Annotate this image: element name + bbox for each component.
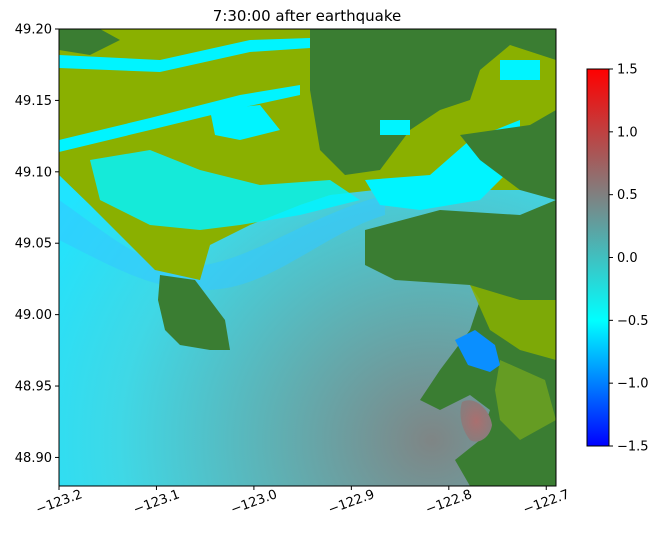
colorbar-tick-label: 1.0 <box>617 125 638 140</box>
colorbar-tick-label: −0.5 <box>617 314 649 329</box>
x-tick-label: −122.8 <box>424 487 474 518</box>
y-tick-label: 49.10 <box>15 165 52 180</box>
southeast-fringe <box>470 285 556 360</box>
y-tick-label: 49.20 <box>15 23 52 38</box>
inundation-map <box>59 29 556 486</box>
y-tick-label: 49.15 <box>15 94 52 109</box>
point-roberts-upland <box>158 275 230 350</box>
north-pool <box>210 105 280 140</box>
x-tick-label: −123.0 <box>229 487 279 518</box>
x-tick-label: −123.1 <box>131 487 181 518</box>
mid-wetland <box>90 150 360 230</box>
upland-east <box>460 110 556 200</box>
x-axis: −123.2 −123.1 −123.0 −122.9 −122.8 −122.7 <box>34 486 572 518</box>
colorbar-tick-label: 0.5 <box>617 188 638 203</box>
colorbar-tick-label: −1.5 <box>617 440 649 455</box>
colorbar-tick-label: 1.5 <box>617 63 638 78</box>
colorbar-gradient <box>586 68 610 447</box>
y-tick-label: 49.05 <box>15 237 52 252</box>
colorbar: −1.5 −1.0 −0.5 0.0 0.5 1.0 1.5 <box>586 63 649 455</box>
wetland-patch <box>500 60 540 80</box>
colorbar-tick-label: −1.0 <box>617 377 649 392</box>
southeast-valley <box>495 360 556 440</box>
plot-frame <box>58 28 557 487</box>
upper-channel <box>59 38 310 72</box>
x-tick-label: −122.7 <box>521 487 571 518</box>
y-axis: 48.90 48.95 49.00 49.05 49.10 49.15 49.20 <box>15 23 59 466</box>
y-tick-label: 48.90 <box>15 451 52 466</box>
northwest-upland <box>59 29 120 55</box>
x-tick-label: −123.2 <box>34 487 84 518</box>
semiahmoo-pocket <box>455 330 500 372</box>
river-channel <box>59 85 300 152</box>
y-tick-label: 48.95 <box>15 380 52 395</box>
y-tick-label: 49.00 <box>15 308 52 323</box>
colorbar-tick-label: 0.0 <box>617 251 638 266</box>
positive-plume <box>460 400 492 442</box>
upland-northeast <box>310 29 556 175</box>
wetland-patch <box>380 120 410 135</box>
x-tick-label: −122.9 <box>326 487 376 518</box>
negative-shoreline-band <box>59 195 385 290</box>
chart-title: 7:30:00 after earthquake <box>213 7 401 25</box>
colorbar-ticks: −1.5 −1.0 −0.5 0.0 0.5 1.0 1.5 <box>609 63 649 455</box>
